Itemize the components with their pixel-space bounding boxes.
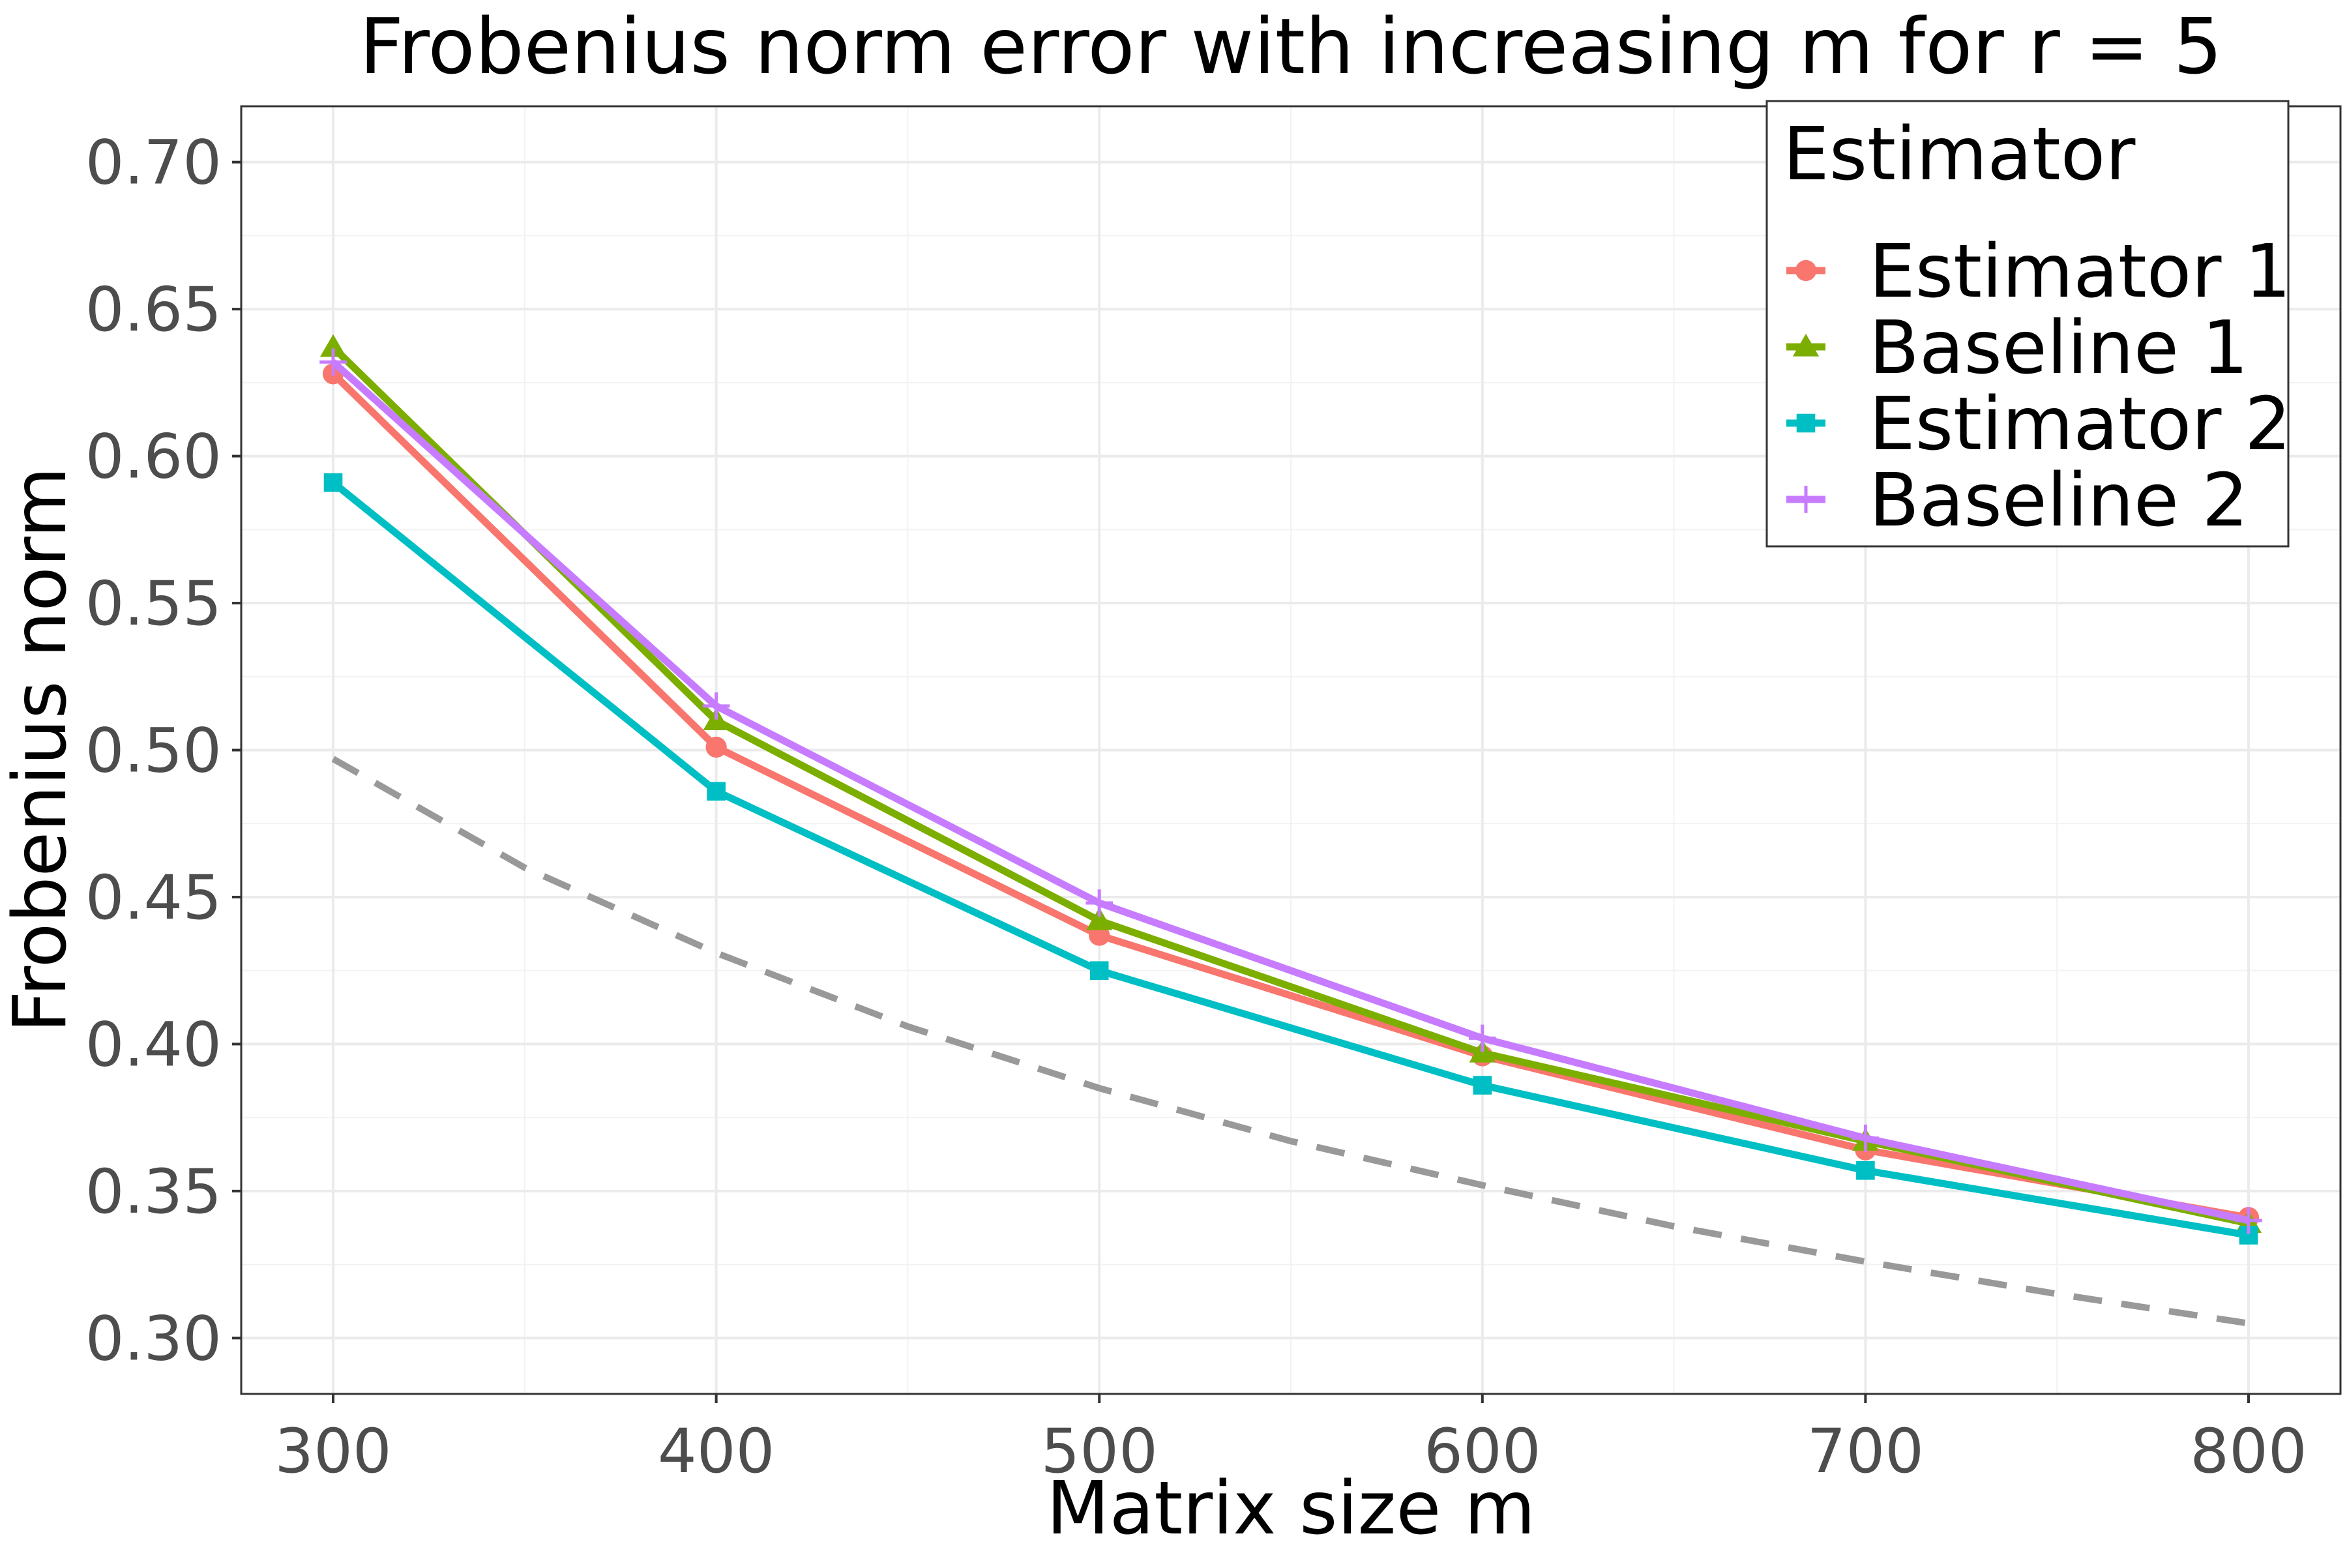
data-point [1089,961,1109,980]
chart-title: Frobenius norm error with increasing m f… [359,1,2222,91]
y-tick-label: 0.60 [85,422,222,493]
data-point [1856,1161,1875,1180]
legend-label: Estimator 1 [1869,229,2291,314]
series-line [331,479,2249,1239]
y-tick-label: 0.35 [85,1157,222,1228]
x-tick-label: 800 [2190,1416,2307,1487]
legend-box [1765,100,2290,548]
series-line [331,371,2249,1221]
data-point [1852,1124,1880,1152]
x-tick-label: 700 [1807,1416,1924,1487]
data-point [702,692,730,720]
legend-label: Estimator 2 [1869,382,2291,467]
data-point [1086,907,1113,930]
data-point [319,348,347,376]
y-axis-title: Frobenius norm [0,467,83,1033]
legend-item: Baseline 2 [1786,458,2249,543]
y-tick-label: 0.50 [85,716,222,787]
y-tick-label: 0.30 [85,1303,222,1374]
y-tick-label: 0.70 [85,128,222,199]
axis-ticks: 300 400 500 600 700 800 0.30 0.35 0.40 0.45 0.50 0.… [85,128,2307,1487]
data-point [319,334,347,357]
x-tick-label: 300 [274,1416,391,1487]
data-point [1473,1076,1492,1095]
reference-curve [331,756,2249,1327]
y-tick-label: 0.40 [85,1009,222,1080]
series-line [331,359,2250,1224]
legend-label: Baseline 2 [1869,458,2249,543]
legend-key-marker [1792,333,1820,357]
data-point [705,736,727,758]
legend-item: Baseline 1 [1786,306,2249,391]
y-tick-label: 0.65 [85,274,222,346]
legend-item: Estimator 2 [1786,382,2291,467]
x-tick-label: 600 [1424,1416,1541,1487]
legend-key-marker [1796,413,1816,433]
legend-title: Estimator [1783,112,2136,197]
data-point [1468,1024,1496,1052]
y-tick-label: 0.45 [85,863,222,934]
legend-item: Estimator 1 [1786,229,2291,314]
series-baseline-2 [319,348,2262,1234]
y-tick-label: 0.55 [85,569,222,640]
grid [241,106,2340,1394]
data-point [1085,889,1114,917]
legend-label: Baseline 1 [1869,306,2249,391]
legend-key-marker [1792,486,1820,513]
x-tick-label: 400 [658,1416,775,1487]
x-tick-label: 500 [1041,1416,1157,1487]
x-axis-title: Matrix size m [1046,1466,1535,1551]
reference-curve-layer [331,756,2249,1327]
legend-key-marker [1795,259,1817,282]
data-point [707,782,726,801]
data-point [323,473,343,492]
data-point [2235,1207,2262,1234]
series-layer [319,334,2262,1245]
series-estimator-2 [323,473,2258,1245]
